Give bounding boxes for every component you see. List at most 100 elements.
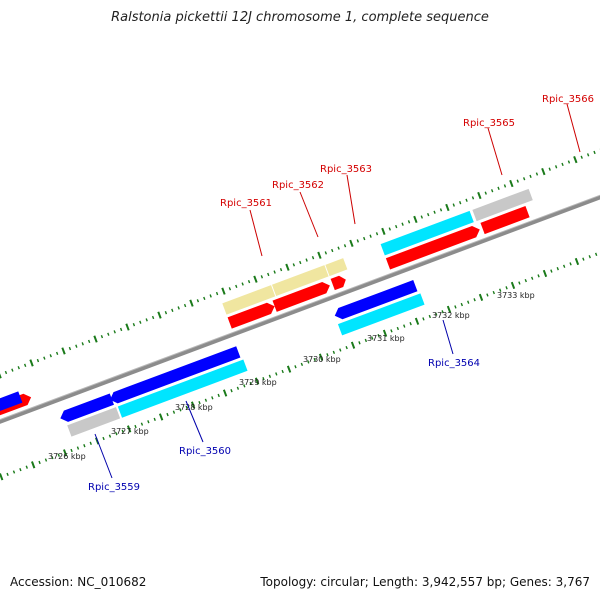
gene-label-rpic-3563[interactable]: Rpic_3563 xyxy=(320,164,372,175)
minor-tick xyxy=(492,290,495,295)
minor-tick xyxy=(241,282,244,286)
minor-tick xyxy=(6,472,9,477)
minor-tick xyxy=(203,296,206,301)
minor-tick xyxy=(115,432,118,436)
topology-summary-text: Topology: circular; Length: 3,942,557 bp… xyxy=(260,575,590,589)
minor-tick xyxy=(198,400,201,405)
gene-reverse-3559[interactable] xyxy=(67,407,121,437)
minor-tick xyxy=(358,341,361,345)
minor-tick xyxy=(17,366,20,370)
gene-forward-3563[interactable] xyxy=(325,258,348,277)
cds-reverse-a[interactable] xyxy=(0,391,23,417)
minor-tick xyxy=(217,393,220,398)
minor-tick xyxy=(332,350,336,355)
minor-tick xyxy=(185,405,188,410)
minor-tick xyxy=(458,201,462,205)
minor-tick xyxy=(428,314,432,319)
kbp-label: 3727 kbp xyxy=(111,427,149,436)
gene-forward-3562[interactable] xyxy=(271,265,329,297)
minor-tick xyxy=(369,234,372,238)
minor-tick xyxy=(76,446,80,450)
minor-tick xyxy=(586,153,590,157)
minor-tick xyxy=(460,302,463,307)
gene-label-rpic-3565[interactable]: Rpic_3565 xyxy=(463,118,515,129)
minor-tick xyxy=(390,329,393,333)
major-tick xyxy=(542,269,548,278)
major-tick xyxy=(573,155,578,164)
cds-forward-3566[interactable] xyxy=(480,206,530,235)
genome-track-group xyxy=(0,122,600,481)
major-tick xyxy=(509,179,514,188)
leader-line-3559 xyxy=(94,433,113,479)
minor-tick xyxy=(70,448,73,453)
minor-tick xyxy=(396,326,400,331)
gene-label-rpic-3560[interactable]: Rpic_3560 xyxy=(179,446,231,457)
minor-tick xyxy=(371,336,374,340)
minor-tick xyxy=(25,465,28,469)
minor-tick xyxy=(567,160,571,164)
major-tick xyxy=(125,323,130,331)
minor-tick xyxy=(364,338,368,343)
minor-tick xyxy=(132,323,136,327)
major-tick xyxy=(445,203,450,212)
minor-tick xyxy=(236,386,240,390)
gene-forward-3565[interactable] xyxy=(380,210,474,256)
gene-reverse-3564[interactable] xyxy=(337,293,425,336)
minor-tick xyxy=(529,174,532,179)
minor-tick xyxy=(497,186,500,190)
major-tick xyxy=(286,365,292,373)
minor-tick xyxy=(215,291,219,296)
minor-tick xyxy=(49,354,52,358)
minor-tick xyxy=(100,334,104,339)
map-title: Ralstonia pickettii 12J chromosome 1, co… xyxy=(111,10,489,25)
minor-tick xyxy=(260,275,264,279)
minor-tick xyxy=(548,167,551,171)
kbp-label: 3728 kbp xyxy=(175,403,213,412)
gene-label-rpic-3564[interactable]: Rpic_3564 xyxy=(428,358,480,369)
minor-tick xyxy=(55,351,59,356)
gene-forward-3561[interactable] xyxy=(222,285,276,315)
minor-tick xyxy=(12,470,16,474)
minor-tick xyxy=(262,377,265,381)
minor-tick xyxy=(139,320,142,324)
cds-reverse-3564[interactable] xyxy=(333,280,418,321)
cds-reverse-3560[interactable] xyxy=(108,346,241,405)
minor-tick xyxy=(211,396,214,400)
minor-tick xyxy=(427,212,430,217)
major-tick xyxy=(126,425,132,433)
minor-tick xyxy=(268,374,272,378)
minor-tick xyxy=(486,293,489,297)
gene-label-rpic-3561[interactable]: Rpic_3561 xyxy=(220,198,272,209)
minor-tick xyxy=(228,287,232,291)
major-tick xyxy=(414,317,420,325)
leader-line-layer xyxy=(94,103,581,479)
minor-tick xyxy=(420,215,423,219)
minor-tick xyxy=(356,239,360,243)
kbp-label: 3730 kbp xyxy=(303,355,341,364)
minor-tick xyxy=(337,246,340,250)
major-tick xyxy=(31,461,36,469)
cds-forward-3562[interactable] xyxy=(272,280,332,312)
minor-tick xyxy=(518,281,521,285)
major-tick xyxy=(158,413,164,421)
gene-label-rpic-3559[interactable]: Rpic_3559 xyxy=(88,482,140,493)
cds-reverse-3559[interactable] xyxy=(58,393,114,424)
major-tick xyxy=(285,263,290,271)
gene-forward-3566[interactable] xyxy=(472,188,533,222)
kbp-label-layer: 3726 kbp 3727 kbp 3728 kbp 3729 kbp 3730… xyxy=(48,291,535,461)
minor-tick xyxy=(343,244,347,248)
gene-label-rpic-3566[interactable]: Rpic_3566 xyxy=(542,94,594,105)
gene-reverse-3560[interactable] xyxy=(117,359,248,418)
gene-label-rpic-3562[interactable]: Rpic_3562 xyxy=(272,180,324,191)
minor-tick xyxy=(375,232,379,236)
cds-forward-3565[interactable] xyxy=(385,224,482,270)
major-tick xyxy=(382,329,388,337)
minor-tick xyxy=(452,203,455,207)
minor-tick xyxy=(108,434,112,438)
minor-tick xyxy=(503,184,507,188)
minor-tick xyxy=(326,353,329,357)
cds-forward-3561[interactable] xyxy=(227,301,277,329)
cds-forward-3563[interactable] xyxy=(330,274,348,291)
minor-tick xyxy=(484,191,487,195)
